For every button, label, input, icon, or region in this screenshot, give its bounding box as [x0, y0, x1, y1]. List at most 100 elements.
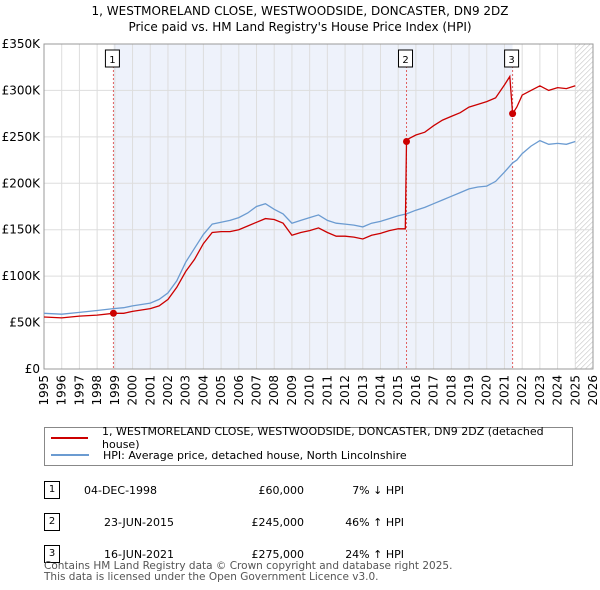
x-tick-label: 2020	[480, 375, 494, 406]
hatch-line	[575, 76, 594, 95]
hatch-line	[575, 281, 594, 300]
hpi-change: 24% ↑ HPI	[345, 547, 404, 561]
hatch-line	[575, 66, 594, 85]
y-tick-label: £250K	[2, 130, 42, 144]
hatch-line	[575, 111, 594, 130]
hatch-line	[575, 231, 594, 250]
x-tick-label: 2018	[444, 375, 458, 406]
shade-period-2	[406, 44, 513, 369]
marker-label-box-2	[398, 49, 414, 68]
footer-copyright: Contains HM Land Registry data © Crown c…	[44, 560, 453, 572]
hatch-line	[575, 141, 594, 160]
hatch-line	[575, 151, 594, 170]
y-tick-label: £50K	[9, 316, 41, 330]
x-tick-label: 1997	[72, 375, 86, 406]
hatch-line	[575, 256, 594, 275]
marker-label-2: 2	[402, 55, 408, 66]
x-tick-label: 1996	[55, 375, 69, 406]
hpi-line	[43, 139, 576, 315]
marker-label-1: 1	[109, 55, 115, 66]
x-tick-label: 2010	[303, 375, 317, 406]
table-row: 3 16-JUN-2021 £275,000 24% ↑ HPI	[44, 538, 404, 570]
hatch-line	[575, 106, 594, 125]
hatch-line	[575, 311, 594, 330]
sale-point-1	[109, 309, 117, 317]
x-tick-label: 2003	[179, 375, 193, 406]
x-tick-label: 2026	[586, 375, 600, 406]
x-tick-label: 2025	[568, 375, 582, 406]
chart-title: 1, WESTMORELAND CLOSE, WESTWOODSIDE, DON…	[92, 4, 509, 18]
hatch-line	[575, 291, 594, 310]
x-tick-label: 2019	[462, 375, 476, 406]
x-tick-label: 2015	[391, 375, 405, 406]
hatch-line	[575, 211, 594, 230]
sale-date: 04-DEC-1998	[84, 483, 158, 497]
legend-label-hpi: HPI: Average price, detached house, Nort…	[103, 448, 407, 462]
plot-frame	[43, 43, 594, 370]
row-number-badge: 2	[44, 513, 60, 531]
hatch-line	[575, 341, 594, 360]
hatch-line	[575, 136, 594, 155]
x-tick-label: 2022	[515, 375, 529, 406]
hatch-line	[575, 131, 594, 150]
chart-subtitle: Price paid vs. HM Land Registry's House …	[128, 20, 471, 34]
hatch-line	[575, 206, 594, 225]
legend-item-hpi: HPI: Average price, detached house, Nort…	[51, 447, 407, 463]
hatch-line	[575, 201, 594, 220]
hatch-line	[575, 346, 594, 365]
x-tick-label: 2000	[126, 375, 140, 406]
x-tick-label: 2008	[267, 375, 281, 406]
hatch-line	[575, 121, 594, 140]
x-tick-label: 2001	[143, 375, 157, 406]
hatch-line	[575, 146, 594, 165]
y-tick-label: £200K	[2, 176, 42, 190]
x-tick-label: 2016	[409, 375, 423, 406]
hatch-line	[575, 51, 594, 70]
hatch-line	[575, 101, 594, 120]
hatch-line	[575, 116, 594, 135]
marker-label-box-3	[504, 49, 520, 68]
hatch-line	[575, 331, 594, 350]
chart-svg: 1, WESTMORELAND CLOSE, WESTWOODSIDE, DON…	[2, 4, 600, 406]
hatch-line	[575, 71, 594, 90]
hatch-line	[575, 271, 594, 290]
hatch-line	[575, 286, 594, 305]
hatch-line	[585, 361, 594, 369]
y-tick-label: £0	[25, 362, 40, 376]
hatch-line	[575, 46, 594, 65]
hatch-line	[575, 96, 594, 115]
hatch-line	[575, 241, 594, 260]
x-tick-label: 1995	[37, 375, 51, 406]
x-tick-label: 2004	[196, 375, 210, 406]
sale-date: 16-JUN-2021	[103, 547, 175, 561]
hatch-line	[580, 356, 594, 369]
hatch-line	[575, 126, 594, 145]
hatch-line	[575, 166, 594, 185]
sales-table: 1 04-DEC-1998 £60,000 7% ↓ HPI 2 23-JUN-…	[44, 474, 404, 570]
hpi-change: 46% ↑ HPI	[345, 515, 404, 529]
footer-licence: This data is licensed under the Open Gov…	[44, 571, 379, 583]
x-tick-label: 2023	[533, 375, 547, 406]
shade-period-1	[113, 44, 407, 369]
hatch-line	[575, 351, 594, 369]
legend-label-property: 1, WESTMORELAND CLOSE, WESTWOODSIDE, DON…	[102, 425, 544, 451]
hpi-change: 7% ↓ HPI	[352, 483, 404, 497]
sale-point-3	[509, 110, 517, 118]
table-row: 2 23-JUN-2015 £245,000 46% ↑ HPI	[44, 506, 404, 538]
x-tick-label: 2006	[232, 375, 246, 406]
hatch-line	[575, 196, 594, 215]
hatch-line	[575, 181, 594, 200]
sale-price: £245,000	[251, 515, 305, 529]
x-tick-label: 2014	[373, 375, 387, 406]
y-tick-label: £350K	[2, 37, 42, 51]
hatch-line	[575, 301, 594, 320]
hatch-line	[575, 44, 586, 55]
hatch-line	[575, 156, 594, 175]
hatch-line	[575, 336, 594, 355]
hatch-line	[575, 61, 594, 80]
x-tick-label: 2007	[250, 375, 264, 406]
marker-label-box-1	[104, 49, 120, 68]
hatch-line	[575, 186, 594, 205]
hatch-line	[575, 266, 594, 285]
hatch-line	[575, 176, 594, 195]
